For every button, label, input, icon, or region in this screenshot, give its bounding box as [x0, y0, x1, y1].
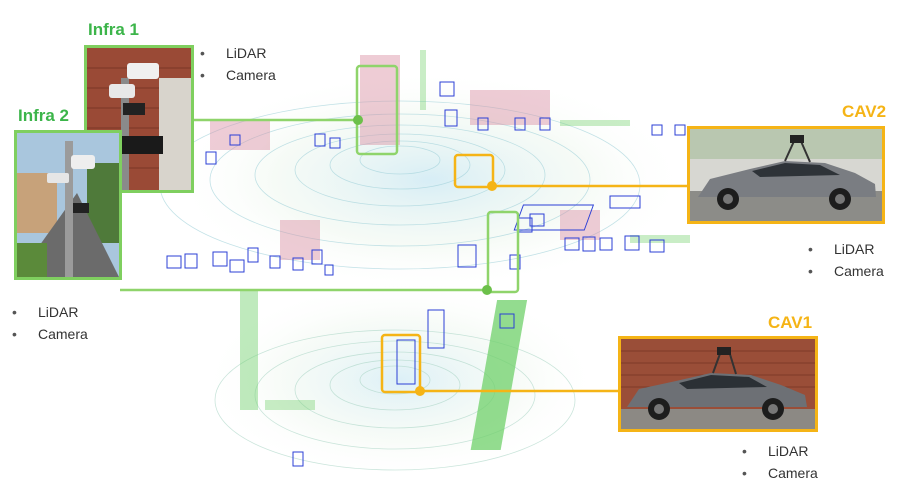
cav1-title: CAV1: [768, 313, 813, 332]
infra2-title: Infra 2: [18, 106, 70, 125]
infra1-photo: [84, 45, 194, 193]
cav2-photo: [687, 126, 885, 224]
infra1-anchor-dot: [353, 115, 363, 125]
cav1-sensor-lidar: LiDAR: [742, 440, 818, 462]
infra1-sensor-camera: Camera: [200, 64, 276, 86]
infra1-sensor-list: LiDAR Camera: [200, 42, 276, 86]
infra-connectors: [120, 64, 520, 294]
infra1-sensor-lidar: LiDAR: [200, 42, 276, 64]
infra2-sensor-list: LiDAR Camera: [12, 301, 88, 345]
cav1-sensor-list: LiDAR Camera: [742, 440, 818, 484]
cav1-photo: [618, 336, 818, 432]
cav2-sensor-list: LiDAR Camera: [808, 238, 884, 282]
infra2-sensor-camera: Camera: [12, 323, 88, 345]
cav2-title: CAV2: [842, 102, 887, 121]
cav2-sensor-camera: Camera: [808, 260, 884, 282]
infra2-sensor-lidar: LiDAR: [12, 301, 88, 323]
infra1-title: Infra 1: [88, 20, 140, 39]
infra2-anchor-dot: [482, 285, 492, 295]
cav-connectors: [380, 153, 690, 394]
cav2-anchor-dot: [487, 181, 497, 191]
cav2-sensor-lidar: LiDAR: [808, 238, 884, 260]
lidar-point-cloud: [159, 50, 690, 480]
cav1-anchor-dot: [415, 386, 425, 396]
cav1-sensor-camera: Camera: [742, 462, 818, 484]
infra2-photo: [14, 130, 122, 280]
